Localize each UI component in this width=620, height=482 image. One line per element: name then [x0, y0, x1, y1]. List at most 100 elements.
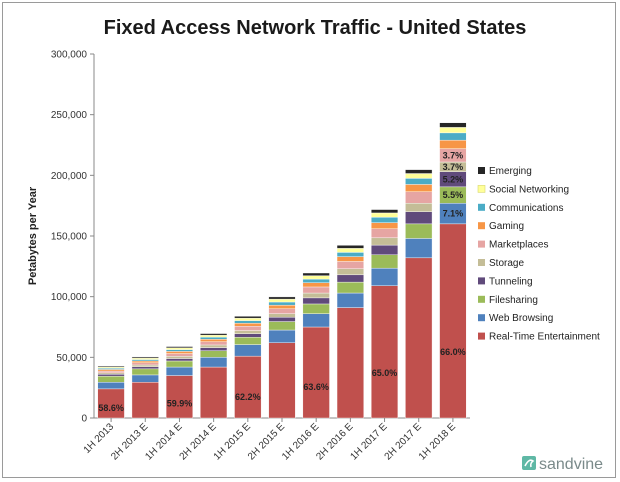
legend-item-web-browsing: Web Browsing — [478, 313, 553, 324]
data-label: 3.7% — [443, 162, 464, 172]
legend-item-real-time-entertainment: Real-Time Entertainment — [478, 332, 600, 343]
bar-segment-communications — [405, 178, 433, 185]
data-label: 66.0% — [440, 347, 466, 357]
bar-segment-social-networking — [371, 212, 399, 218]
bar-segment-social-networking — [439, 127, 467, 134]
bar-segment-gaming — [302, 282, 330, 288]
legend-label: Real-Time Entertainment — [489, 332, 600, 343]
legend-item-storage: Storage — [478, 258, 524, 269]
legend-item-marketplaces: Marketplaces — [478, 240, 548, 251]
data-label: 62.2% — [235, 392, 261, 402]
bar-segment-gaming — [439, 139, 467, 149]
bar-segment-emerging — [302, 272, 330, 276]
legend-label: Gaming — [489, 221, 524, 232]
bar-segment-filesharing — [97, 375, 125, 383]
data-label: 5.5% — [443, 190, 464, 200]
bar-segment-tunneling — [268, 317, 296, 322]
legend-item-communications: Communications — [478, 203, 563, 214]
bar-segment-social-networking — [200, 334, 228, 338]
bar-segment-marketplaces — [234, 326, 262, 331]
bar-segment-storage — [131, 364, 159, 367]
bar-segment-tunneling — [131, 366, 159, 370]
y-tick-label: 0 — [81, 414, 87, 425]
legend-swatch — [478, 277, 485, 285]
y-tick-label: 100,000 — [51, 292, 88, 303]
bar-stack-2h-2017-e — [405, 169, 433, 419]
bar-segment-real-time-entertainment — [268, 342, 296, 419]
bar-stack-2h-2015-e — [268, 296, 296, 419]
bar-segment-web-browsing — [268, 329, 296, 343]
bar-stack-1h-2013 — [97, 365, 125, 419]
legend-item-tunneling: Tunneling — [478, 276, 533, 287]
data-label: 65.0% — [372, 368, 398, 378]
bar-segment-social-networking — [405, 173, 433, 179]
bar-segment-communications — [200, 336, 228, 340]
bar-segment-gaming — [234, 323, 262, 327]
bar-segment-filesharing — [131, 368, 159, 376]
legend-label: Marketplaces — [489, 240, 548, 251]
bar-segment-web-browsing — [165, 366, 193, 376]
chart-title: Fixed Access Network Traffic - United St… — [104, 17, 527, 39]
y-tick-label: 300,000 — [51, 50, 88, 61]
legend-label: Social Networking — [489, 184, 569, 195]
x-tick-label: 1H 2013 — [82, 421, 117, 456]
bar-segment-storage — [234, 330, 262, 334]
legend-swatch — [478, 203, 485, 211]
y-tick-label: 50,000 — [56, 353, 87, 364]
legend-item-filesharing: Filesharing — [478, 295, 538, 306]
bar-segment-communications — [439, 132, 467, 141]
bar-segment-real-time-entertainment — [200, 366, 228, 419]
data-label: 5.2% — [443, 174, 464, 184]
bar-segment-communications — [371, 216, 399, 223]
bar-segment-social-networking — [302, 275, 330, 280]
bar-segment-emerging — [405, 169, 433, 174]
bar-segment-emerging — [234, 316, 262, 319]
bar-segment-real-time-entertainment — [302, 326, 330, 419]
bar-segment-gaming — [200, 339, 228, 342]
bar-segment-communications — [268, 301, 296, 306]
bar-segment-web-browsing — [336, 292, 364, 308]
sandvine-logo: sandvine — [522, 456, 603, 473]
bar-segment-marketplaces — [97, 370, 125, 374]
bar-segment-marketplaces — [165, 353, 193, 357]
bar-segment-web-browsing — [97, 382, 125, 390]
bar-segment-real-time-entertainment — [336, 307, 364, 419]
y-axis-label: Petabytes per Year — [27, 186, 39, 285]
bar-segment-social-networking — [165, 347, 193, 350]
bar-segment-tunneling — [405, 211, 433, 225]
bar-segment-filesharing — [200, 350, 228, 358]
bar-segment-real-time-entertainment — [371, 285, 399, 419]
bar-segment-emerging — [97, 365, 125, 368]
bar-segment-gaming — [165, 351, 193, 354]
bar-segment-web-browsing — [200, 357, 228, 368]
bar-segment-filesharing — [165, 360, 193, 368]
bar-segment-real-time-entertainment — [405, 257, 433, 419]
data-label: 7.1% — [443, 209, 464, 219]
bar-segment-communications — [302, 278, 330, 283]
legend-item-emerging: Emerging — [478, 166, 532, 177]
bar-segment-social-networking — [131, 357, 159, 360]
bar-segment-emerging — [439, 122, 467, 128]
bar-segment-communications — [234, 320, 262, 324]
bar-segment-marketplaces — [200, 341, 228, 346]
bar-segment-marketplaces — [302, 286, 330, 294]
legend-swatch — [478, 167, 485, 174]
bar-segment-emerging — [268, 296, 296, 300]
y-tick-label: 250,000 — [51, 110, 88, 121]
bar-segment-tunneling — [336, 274, 364, 283]
legend-swatch — [478, 332, 485, 340]
bar-segment-storage — [302, 292, 330, 299]
bar-segment-storage — [97, 372, 125, 375]
bar-stack-1h-2018-e — [439, 122, 467, 419]
x-tick-label: 1H 2018 E — [417, 421, 458, 462]
bar-segment-real-time-entertainment — [234, 355, 262, 419]
bar-segment-storage — [371, 237, 399, 246]
legend-label: Tunneling — [489, 276, 533, 287]
bar-segment-filesharing — [302, 303, 330, 314]
bar-segment-emerging — [336, 245, 364, 249]
legend: Emerging Social Networking Communications G… — [477, 166, 600, 343]
bar-stack-1h-2016-e — [302, 272, 330, 419]
bar-stack-2h-2013-e — [131, 356, 159, 419]
bar-stack-1h-2014-e — [165, 346, 193, 419]
